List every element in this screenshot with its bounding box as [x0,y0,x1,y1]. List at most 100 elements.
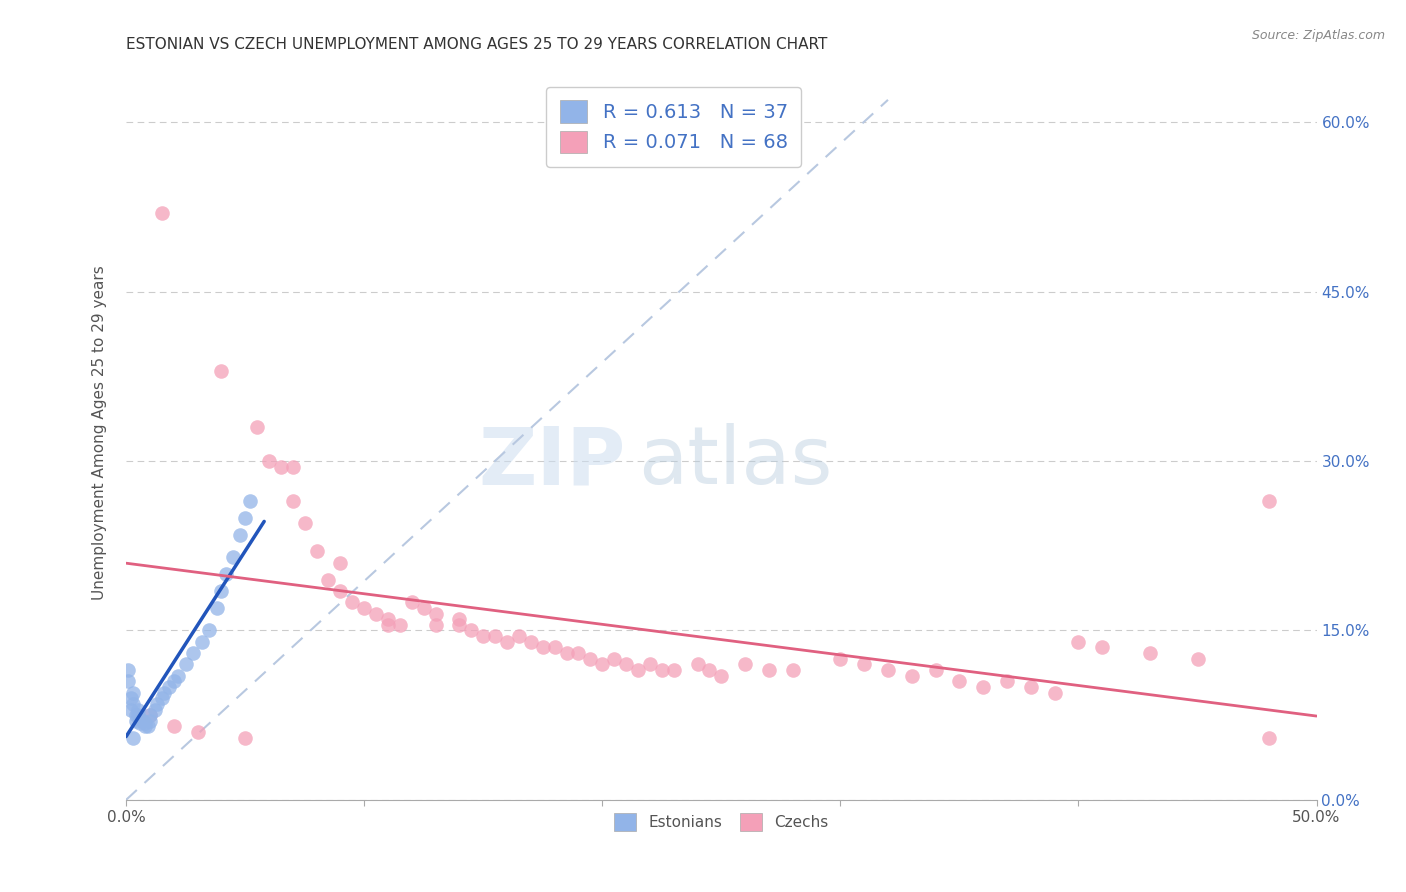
Point [614,657,637,672]
Point [150,691,173,706]
Point [449,618,471,632]
Point [136,719,159,733]
Point [995,674,1018,689]
Point [401,595,423,609]
Point [318,573,340,587]
Point [127,702,149,716]
Text: ESTONIAN VS CZECH UNEMPLOYMENT AMONG AGES 25 TO 29 YEARS CORRELATION CHART: ESTONIAN VS CZECH UNEMPLOYMENT AMONG AGE… [127,37,828,53]
Point [239,493,262,508]
Point [972,680,994,694]
Point [555,646,578,660]
Point [281,493,304,508]
Point [1258,493,1281,508]
Point [353,601,375,615]
Point [1139,646,1161,660]
Point [229,527,252,541]
Point [143,702,166,716]
Point [246,420,269,434]
Point [129,712,152,726]
Point [163,674,186,689]
Point [122,685,145,699]
Point [388,618,411,632]
Point [174,657,197,672]
Point [191,634,214,648]
Point [134,719,156,733]
Point [124,714,146,728]
Point [567,646,589,660]
Point [122,731,145,745]
Point [377,612,399,626]
Point [209,364,232,378]
Point [948,674,970,689]
Point [638,657,661,672]
Point [117,663,139,677]
Point [449,612,471,626]
Point [329,556,352,570]
Point [124,708,146,723]
Point [305,544,328,558]
Point [134,716,156,731]
Point [329,584,352,599]
Point [257,454,280,468]
Point [508,629,530,643]
Point [150,206,173,220]
Point [1091,640,1114,655]
Point [270,459,292,474]
Point [294,516,316,531]
Point [1187,651,1209,665]
Point [520,634,543,648]
Point [139,714,162,728]
Point [1043,685,1066,699]
Point [132,714,155,728]
Point [281,459,304,474]
Point [853,657,876,672]
Point [129,716,152,731]
Point [496,634,519,648]
Point [579,651,602,665]
Legend: Estonians, Czechs: Estonians, Czechs [606,804,838,840]
Point [924,663,946,677]
Point [1019,680,1042,694]
Point [782,663,804,677]
Point [222,550,245,565]
Point [122,697,145,711]
Point [591,657,613,672]
Point [181,646,204,660]
Point [531,640,554,655]
Point [877,663,900,677]
Point [900,668,922,682]
Point [233,510,256,524]
Point [699,663,721,677]
Y-axis label: Unemployment Among Ages 25 to 29 years: Unemployment Among Ages 25 to 29 years [93,266,107,600]
Point [233,731,256,745]
Point [127,708,149,723]
Point [342,595,364,609]
Point [460,624,482,638]
Point [734,657,756,672]
Point [758,663,780,677]
Point [139,708,162,723]
Point [157,680,180,694]
Point [205,601,228,615]
Point [120,691,142,706]
Point [651,663,673,677]
Point [153,685,176,699]
Point [484,629,506,643]
Point [167,668,190,682]
Point [472,629,495,643]
Point [662,663,685,677]
Point [830,651,852,665]
Point [186,725,208,739]
Point [1067,634,1090,648]
Point [603,651,626,665]
Point [364,607,387,621]
Point [198,624,221,638]
Point [120,702,142,716]
Text: Source: ZipAtlas.com: Source: ZipAtlas.com [1251,29,1385,42]
Point [686,657,709,672]
Point [627,663,650,677]
Point [146,697,169,711]
Point [139,708,162,723]
Point [377,618,399,632]
Point [209,584,232,599]
